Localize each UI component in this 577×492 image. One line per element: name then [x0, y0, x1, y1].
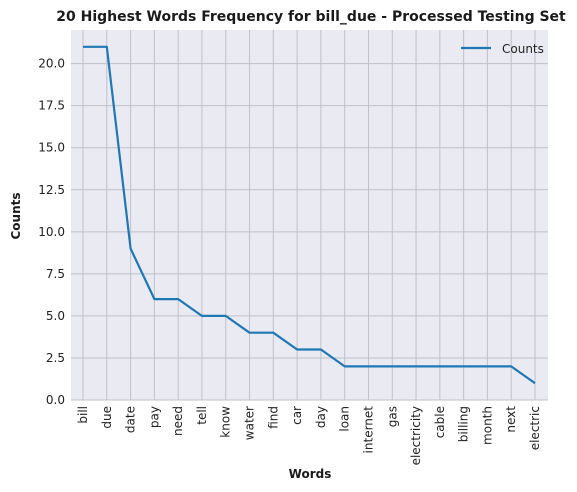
x-tick-label: need — [171, 406, 185, 436]
x-axis-label: Words — [289, 467, 332, 481]
x-tick-label: internet — [361, 406, 375, 454]
x-tick-label: month — [480, 406, 494, 445]
y-tick-label: 0.0 — [46, 393, 65, 407]
x-tick-label: billing — [457, 406, 471, 442]
x-tick-label: gas — [385, 406, 399, 427]
series-line-counts — [83, 45, 536, 385]
y-gridlines — [71, 63, 548, 401]
x-tick-label: electricity — [409, 406, 423, 465]
y-tick-label: 17.5 — [38, 99, 65, 113]
x-tick-label: date — [124, 406, 138, 433]
x-tick-label: day — [314, 406, 328, 428]
y-tick-label: 12.5 — [38, 183, 65, 197]
y-tick-label: 7.5 — [46, 267, 65, 281]
chart-title: 20 Highest Words Frequency for bill_due … — [56, 9, 566, 25]
x-tick-labels: bill due date pay need tell know water find car da… — [76, 406, 542, 466]
y-tick-label: 5.0 — [46, 309, 65, 323]
y-axis-label: Counts — [9, 192, 23, 239]
legend-label-counts: Counts — [502, 42, 544, 56]
y-tick-label: 15.0 — [38, 141, 65, 155]
y-tick-label: 20.0 — [38, 57, 65, 71]
x-gridlines — [82, 30, 536, 400]
x-tick-label: next — [504, 406, 518, 433]
x-tick-label: pay — [147, 406, 161, 428]
y-tick-labels: 0.0 2.5 5.0 7.5 10.0 12.5 15.0 17.5 20.0 — [38, 57, 65, 407]
plot-area — [71, 30, 548, 400]
y-tick-label: 10.0 — [38, 225, 65, 239]
y-tick-label: 2.5 — [46, 351, 65, 365]
legend: Counts — [461, 42, 544, 56]
x-tick-label: bill — [76, 406, 90, 424]
x-tick-label: car — [290, 406, 304, 425]
x-tick-label: water — [243, 406, 257, 440]
x-tick-label: electric — [528, 406, 542, 450]
x-tick-label: find — [266, 406, 280, 429]
x-tick-label: cable — [433, 406, 447, 438]
x-tick-label: know — [219, 406, 233, 438]
x-tick-label: loan — [338, 406, 352, 432]
x-tick-label: due — [100, 406, 114, 429]
x-tick-label: tell — [195, 406, 209, 425]
